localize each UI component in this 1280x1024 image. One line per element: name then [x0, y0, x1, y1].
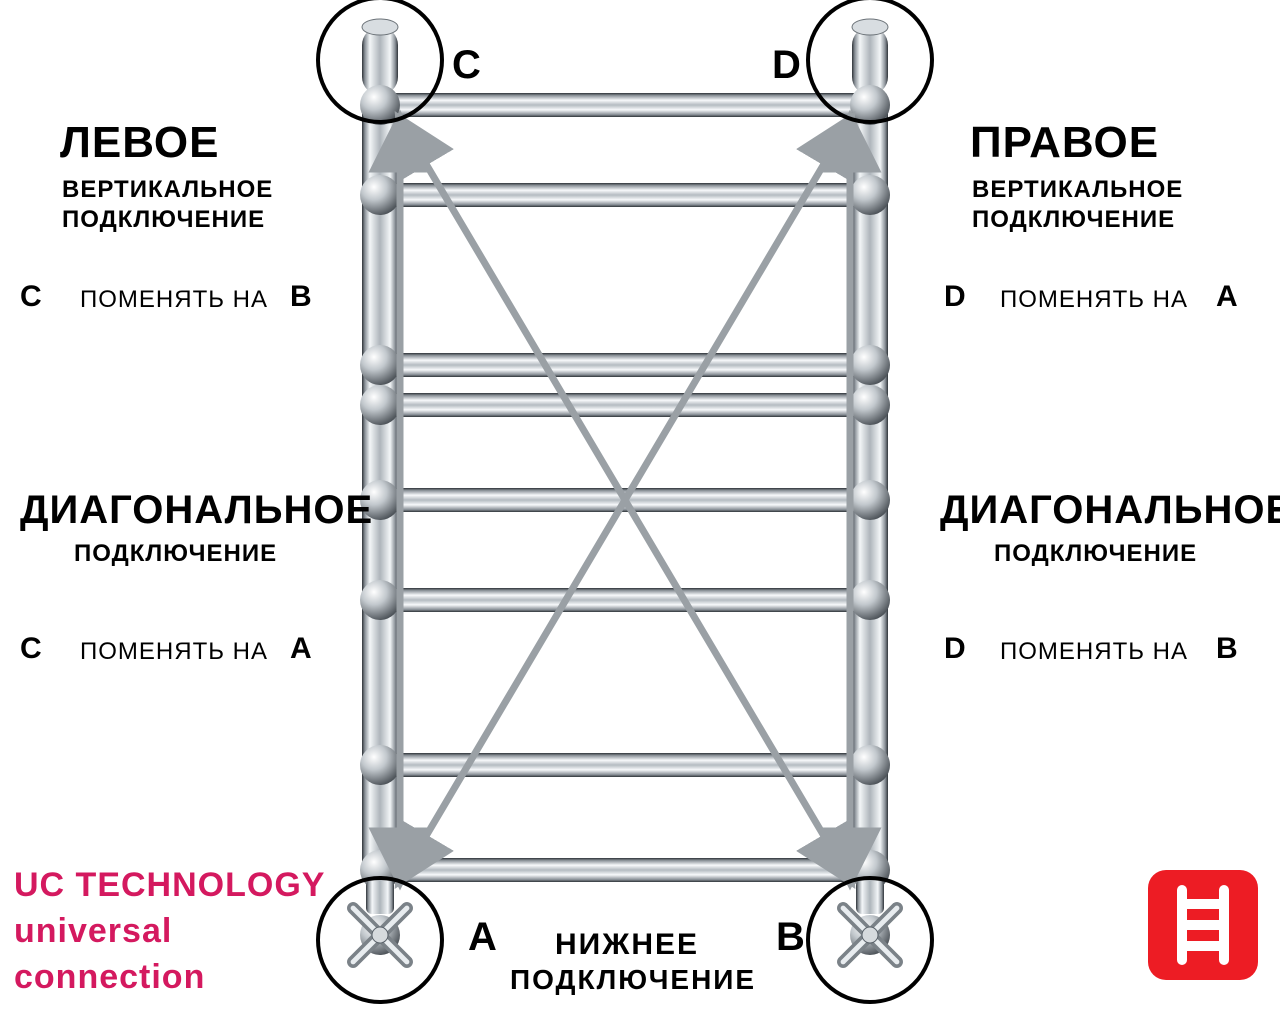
svg-text:B: B: [776, 915, 805, 959]
brand-line2: universal: [14, 912, 172, 951]
right-title: ПРАВОЕ: [970, 118, 1159, 168]
ladder-logo: [1148, 870, 1258, 980]
left-diag-to: A: [290, 632, 312, 666]
svg-text:C: C: [452, 43, 481, 87]
right-swap-from: D: [944, 280, 966, 314]
left-diag-title: ДИАГОНАЛЬНОЕ: [20, 488, 373, 533]
left-swap-from: C: [20, 280, 42, 314]
right-sub1: ВЕРТИКАЛЬНОЕ: [972, 176, 1183, 204]
right-diag-from: D: [944, 632, 966, 666]
left-diag-from: C: [20, 632, 42, 666]
right-swap-word: ПОМЕНЯТЬ НА: [1000, 286, 1188, 314]
svg-text:A: A: [468, 915, 497, 959]
bottom-title: НИЖНЕЕ: [555, 928, 699, 962]
right-diag-sub: ПОДКЛЮЧЕНИЕ: [994, 540, 1197, 568]
left-diag-word: ПОМЕНЯТЬ НА: [80, 638, 268, 666]
left-sub2: ПОДКЛЮЧЕНИЕ: [62, 206, 265, 234]
svg-text:D: D: [772, 43, 801, 87]
left-swap-word: ПОМЕНЯТЬ НА: [80, 286, 268, 314]
bottom-sub: ПОДКЛЮЧЕНИЕ: [510, 964, 756, 996]
left-sub1: ВЕРТИКАЛЬНОЕ: [62, 176, 273, 204]
right-sub2: ПОДКЛЮЧЕНИЕ: [972, 206, 1175, 234]
brand-line1: UC TECHNOLOGY: [14, 866, 325, 905]
right-swap-to: A: [1216, 280, 1238, 314]
right-diag-to: B: [1216, 632, 1238, 666]
right-diag-title: ДИАГОНАЛЬНОЕ: [940, 488, 1280, 533]
ladder-icon: [1148, 870, 1258, 980]
left-title: ЛЕВОЕ: [60, 118, 219, 168]
brand-line3: connection: [14, 958, 205, 997]
towel-radiator: [360, 19, 890, 890]
left-swap-to: B: [290, 280, 312, 314]
left-diag-sub: ПОДКЛЮЧЕНИЕ: [74, 540, 277, 568]
right-diag-word: ПОМЕНЯТЬ НА: [1000, 638, 1188, 666]
